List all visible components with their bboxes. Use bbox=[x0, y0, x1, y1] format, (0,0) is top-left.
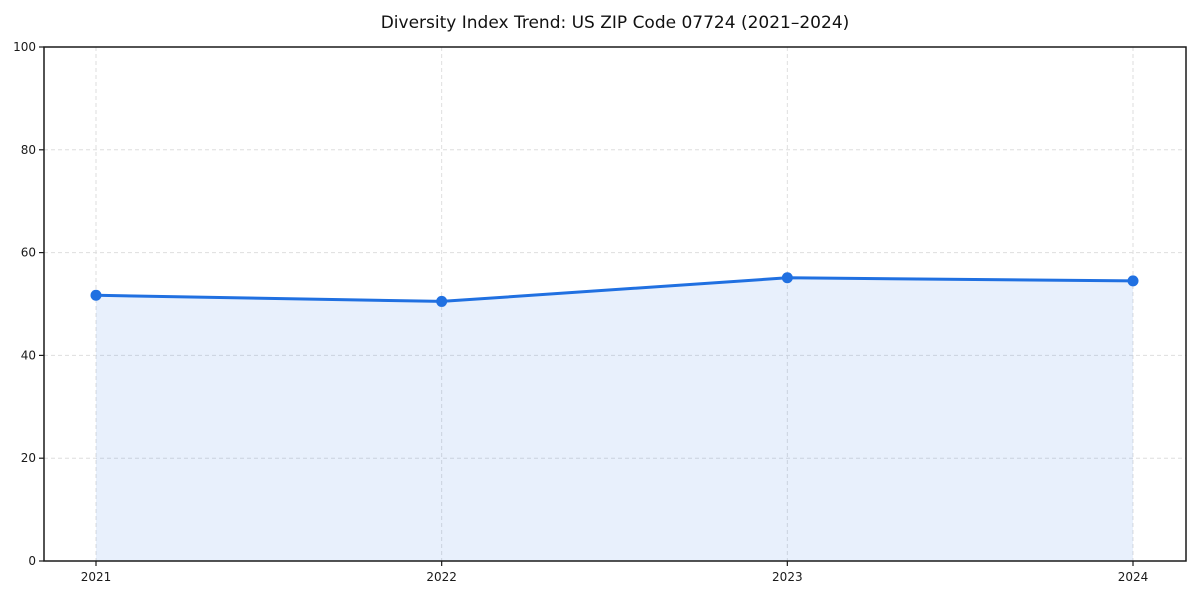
plot-frame bbox=[43, 46, 1187, 562]
data-point bbox=[436, 295, 448, 307]
y-tick-label: 100 bbox=[13, 40, 36, 54]
x-tick-label: 2022 bbox=[426, 570, 457, 584]
data-point bbox=[90, 289, 102, 301]
y-tick-label: 40 bbox=[21, 348, 36, 362]
data-point bbox=[781, 272, 793, 284]
trend-line bbox=[94, 276, 1135, 303]
area-fill bbox=[96, 277, 1133, 561]
y-tick-label: 80 bbox=[21, 143, 36, 157]
x-tick-label: 2021 bbox=[81, 570, 112, 584]
chart-title: Diversity Index Trend: US ZIP Code 07724… bbox=[380, 13, 850, 33]
x-tick-label: 2024 bbox=[1118, 570, 1149, 584]
y-tick-label: 20 bbox=[21, 451, 36, 465]
y-tick-label: 60 bbox=[21, 246, 36, 260]
x-tick-label: 2023 bbox=[772, 570, 803, 584]
data-point bbox=[1127, 275, 1139, 287]
y-tick-label: 0 bbox=[28, 554, 36, 568]
